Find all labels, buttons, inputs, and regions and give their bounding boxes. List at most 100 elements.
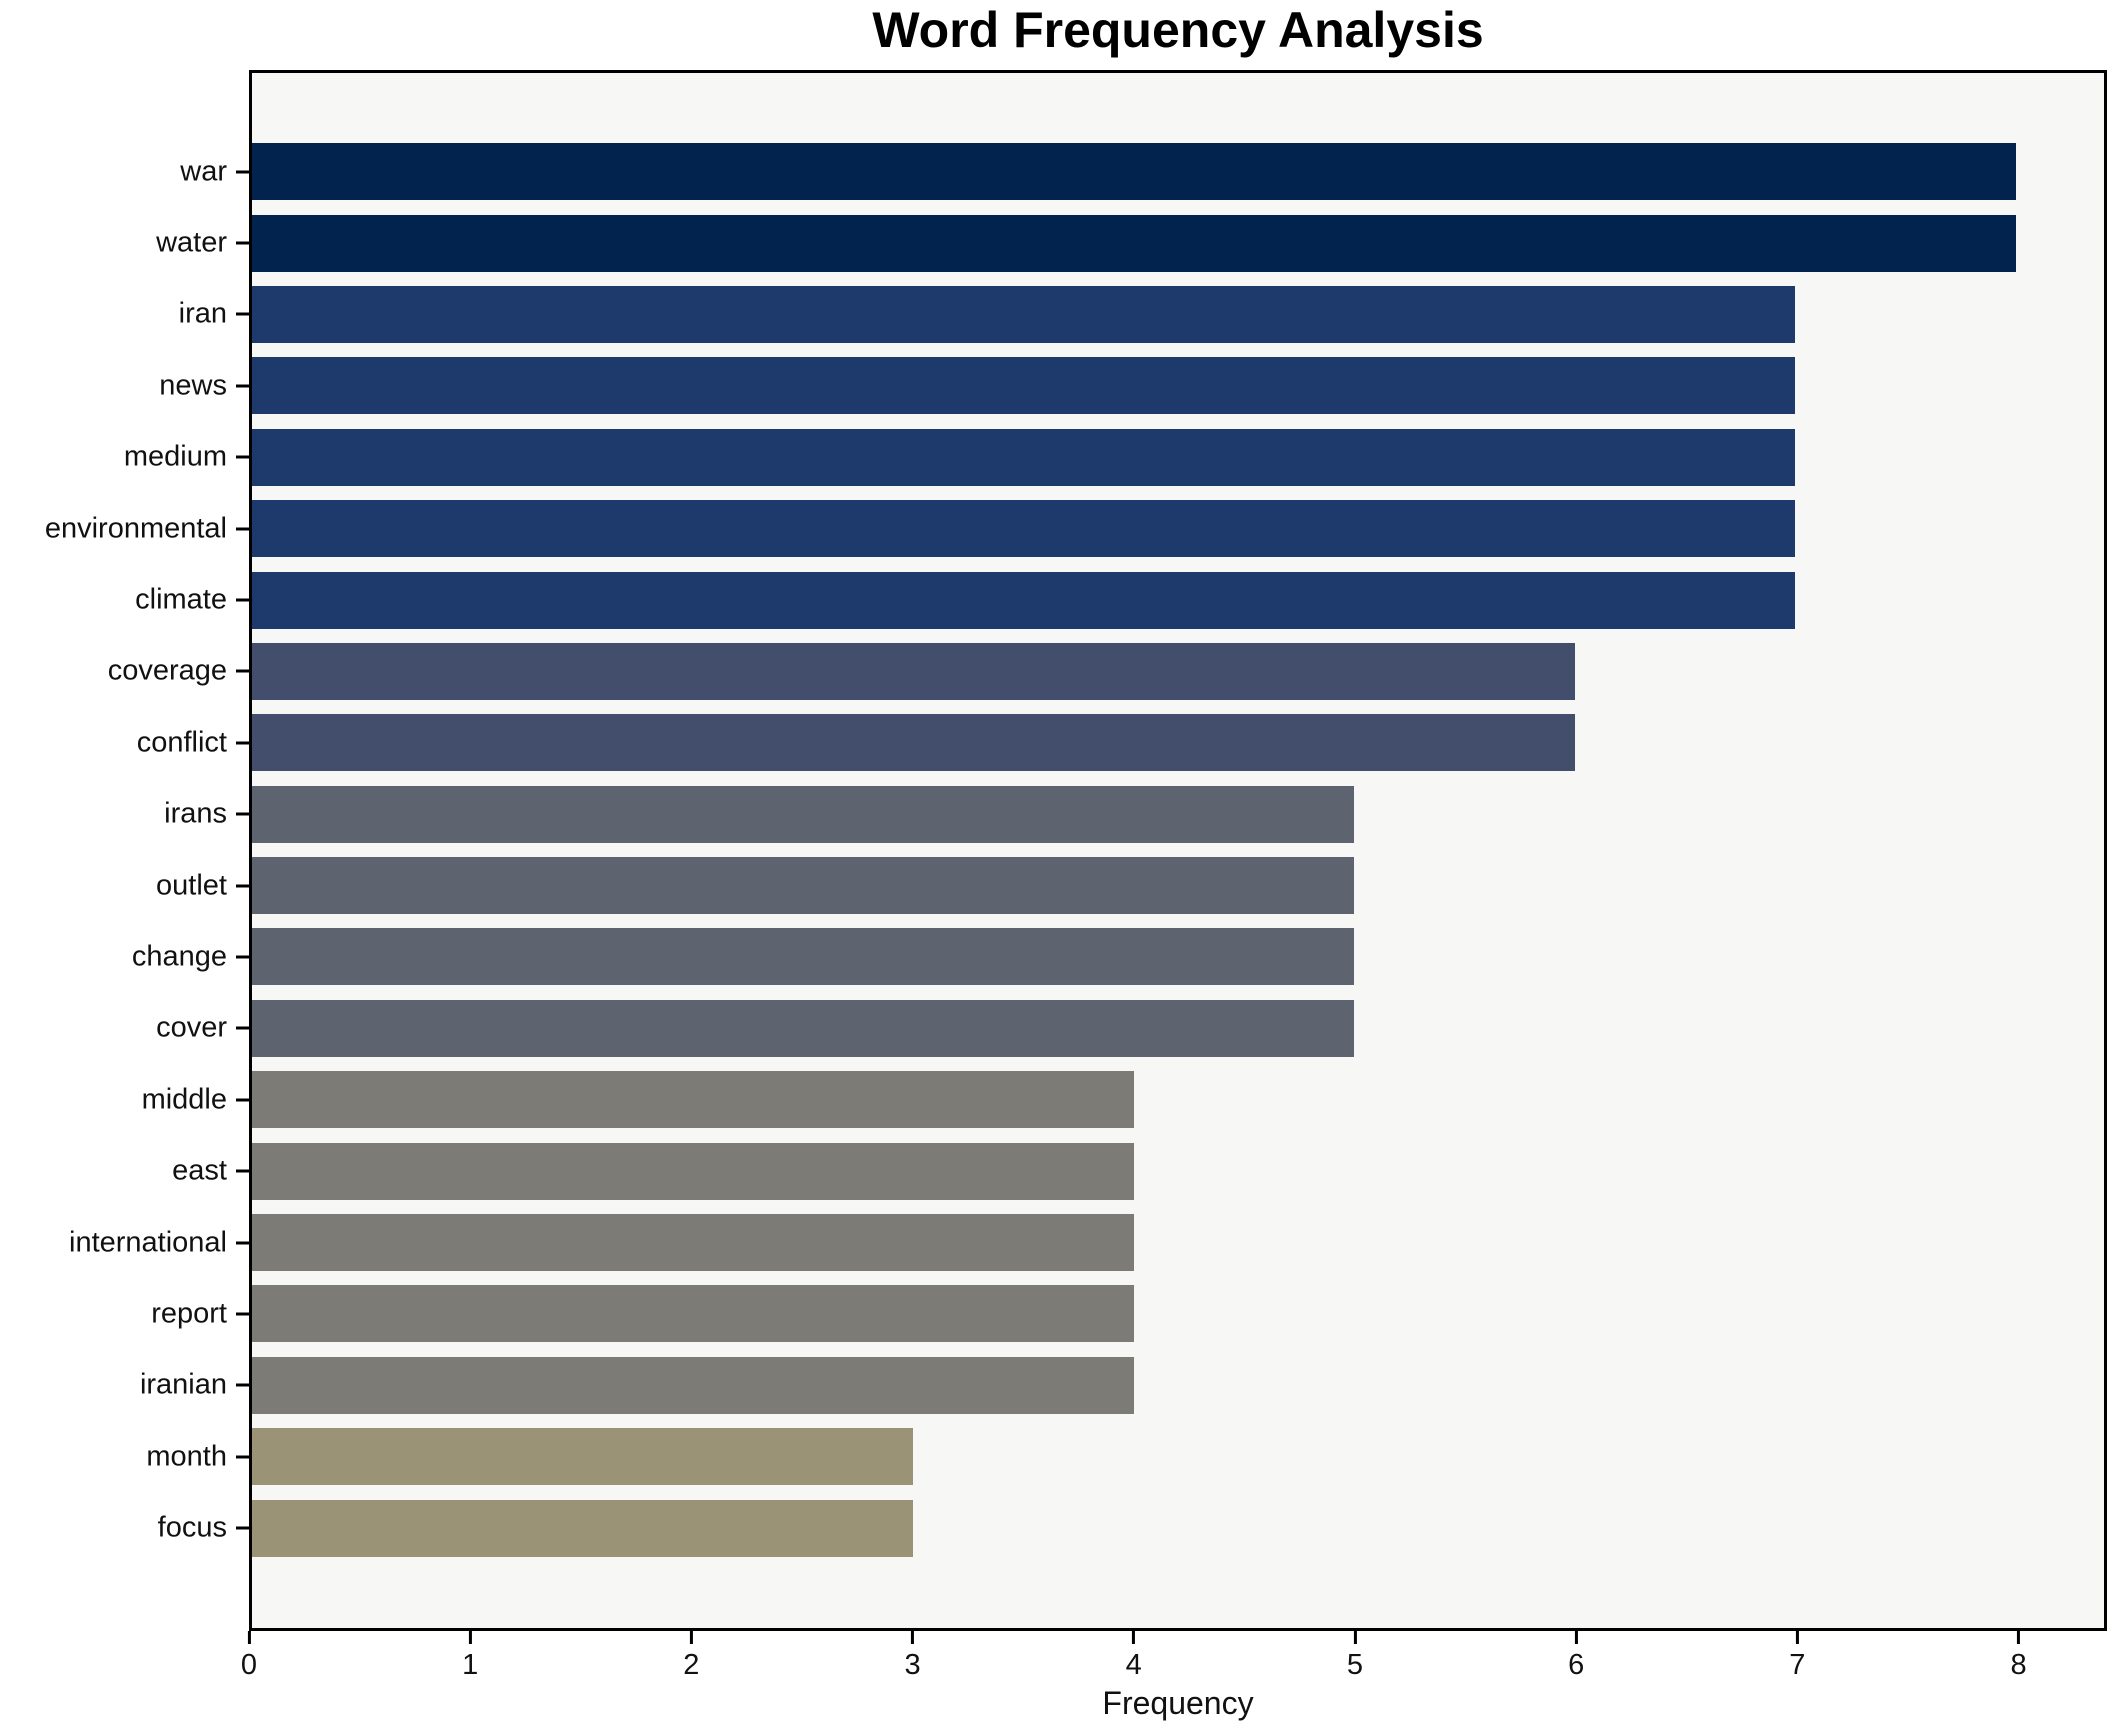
x-tick-label: 5: [1346, 1649, 1364, 1681]
x-tick: 6: [1568, 1631, 1584, 1682]
bar-row: east: [172, 1135, 2104, 1206]
y-axis-label: coverage: [107, 654, 227, 687]
bar-row: news: [159, 350, 2104, 421]
bar: [252, 785, 1355, 843]
y-tick: [236, 241, 249, 245]
x-tick: 8: [2010, 1631, 2027, 1682]
bar: [252, 1499, 914, 1557]
bar: [252, 571, 1796, 629]
y-tick: [236, 669, 249, 673]
bar-row: outlet: [156, 850, 2104, 921]
x-tick: 1: [462, 1631, 478, 1682]
x-tick-label: 1: [462, 1649, 479, 1681]
x-tick-label: 2: [683, 1649, 700, 1681]
y-tick: [236, 1169, 249, 1173]
x-tick-label: 8: [2010, 1649, 2027, 1681]
bar: [252, 642, 1575, 700]
y-axis-label: middle: [141, 1083, 227, 1116]
bar-row: environmental: [45, 493, 2104, 564]
bars-container: war water iran news medium environmental clima…: [45, 136, 2104, 1564]
y-axis-label: environmental: [44, 512, 227, 545]
bar-row: change: [132, 921, 2104, 992]
y-axis-label: month: [146, 1440, 227, 1473]
bar-row: coverage: [108, 636, 2104, 707]
bar-row: international: [69, 1207, 2104, 1278]
x-tick: 7: [1789, 1631, 1805, 1682]
y-axis-label: medium: [123, 440, 227, 473]
y-tick: [236, 884, 249, 888]
bar: [252, 1428, 914, 1486]
bar: [252, 357, 1796, 415]
y-tick: [236, 598, 249, 602]
y-tick: [236, 1526, 249, 1530]
x-tick-mark: [911, 1631, 915, 1644]
bar: [252, 1285, 1134, 1343]
bar: [252, 143, 2016, 201]
bar: [252, 214, 2016, 272]
bar: [252, 500, 1796, 558]
plot-area: war water iran news medium environmental clima…: [45, 70, 2107, 1631]
bar: [252, 857, 1355, 915]
bar-row: medium: [124, 422, 2104, 493]
y-axis-label: iran: [178, 297, 227, 330]
x-tick-mark: [1795, 1631, 1799, 1644]
y-tick: [236, 1383, 249, 1387]
x-tick-label: 6: [1568, 1649, 1585, 1681]
x-tick-label: 0: [240, 1649, 258, 1681]
y-tick: [236, 312, 249, 316]
y-axis-label: water: [156, 226, 227, 259]
y-axis-label: report: [151, 1297, 227, 1330]
bar-row: focus: [158, 1492, 2104, 1563]
y-tick: [236, 455, 249, 459]
y-axis-label: climate: [135, 583, 227, 616]
bar: [252, 1071, 1134, 1129]
bar: [252, 928, 1355, 986]
x-tick-label: 7: [1789, 1649, 1806, 1681]
x-tick: 3: [904, 1631, 921, 1682]
x-axis: 0 1 2 3 4 5 6 7 8 Frequency: [241, 1631, 2107, 1722]
y-tick: [236, 170, 249, 174]
bar-row: iran: [179, 279, 2104, 350]
y-axis-label: east: [172, 1154, 227, 1187]
bar: [252, 999, 1355, 1057]
x-tick-mark: [689, 1631, 693, 1644]
x-tick: 4: [1126, 1631, 1142, 1682]
y-axis-label: news: [159, 369, 227, 402]
y-tick: [236, 384, 249, 388]
y-axis-label: iranian: [139, 1368, 227, 1401]
y-tick: [236, 812, 249, 816]
y-axis-label: change: [131, 940, 227, 973]
x-tick-mark: [2017, 1631, 2021, 1644]
y-axis-label: international: [69, 1226, 227, 1259]
x-axis-label: Frequency: [1102, 1685, 1254, 1721]
bar-row: cover: [156, 993, 2104, 1064]
bar-row: iranian: [140, 1350, 2104, 1421]
y-tick: [236, 1455, 249, 1459]
y-tick: [236, 741, 249, 745]
bar: [252, 1142, 1134, 1200]
bar-row: conflict: [137, 707, 2104, 778]
y-axis-label: cover: [156, 1011, 227, 1044]
x-tick-mark: [468, 1631, 472, 1644]
y-tick: [236, 1098, 249, 1102]
y-axis-label: irans: [164, 797, 227, 830]
y-tick: [236, 1241, 249, 1245]
y-tick: [236, 955, 249, 959]
bar: [252, 714, 1575, 772]
bar: [252, 1356, 1134, 1414]
bar-row: war: [180, 136, 2104, 207]
x-tick-mark: [1353, 1631, 1357, 1644]
x-tick-mark: [247, 1631, 251, 1644]
bar-row: climate: [135, 564, 2104, 635]
x-tick-label: 3: [904, 1649, 921, 1681]
bar: [252, 285, 1796, 343]
bar-row: irans: [164, 779, 2104, 850]
x-tick: 2: [683, 1631, 699, 1682]
y-tick: [236, 1312, 249, 1316]
y-axis-label: conflict: [136, 726, 227, 759]
y-tick: [236, 1026, 249, 1030]
x-tick: 0: [241, 1631, 257, 1682]
y-axis-label: outlet: [156, 869, 227, 902]
x-tick: 5: [1347, 1631, 1363, 1682]
bar-row: report: [151, 1278, 2104, 1349]
